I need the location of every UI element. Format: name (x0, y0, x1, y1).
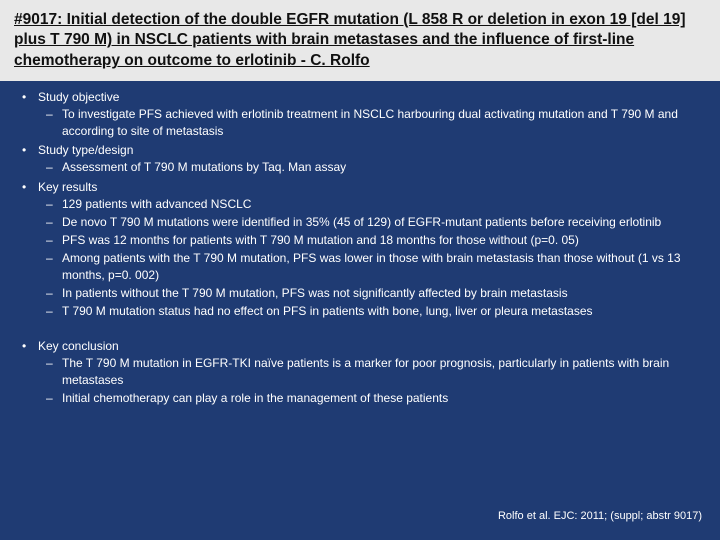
section-heading: Key conclusion (38, 339, 119, 353)
list-item: De novo T 790 M mutations were identifie… (38, 214, 702, 231)
bullet-list-conclusion: Key conclusion The T 790 M mutation in E… (18, 338, 702, 407)
section-heading: Study type/design (38, 143, 133, 157)
citation: Rolfo et al. EJC: 2011; (suppl; abstr 90… (498, 510, 702, 522)
slide-body: Study objective To investigate PFS achie… (0, 81, 720, 407)
list-item: 129 patients with advanced NSCLC (38, 196, 702, 213)
section-design: Study type/design Assessment of T 790 M … (18, 142, 702, 176)
list-item: Initial chemotherapy can play a role in … (38, 390, 702, 407)
list-item: In patients without the T 790 M mutation… (38, 285, 702, 302)
section-objective: Study objective To investigate PFS achie… (18, 89, 702, 140)
list-item: The T 790 M mutation in EGFR-TKI naïve p… (38, 355, 702, 389)
conclusion-items: The T 790 M mutation in EGFR-TKI naïve p… (38, 355, 702, 407)
section-results: Key results 129 patients with advanced N… (18, 179, 702, 320)
bullet-list-top: Study objective To investigate PFS achie… (18, 89, 702, 319)
design-items: Assessment of T 790 M mutations by Taq. … (38, 159, 702, 176)
section-heading: Key results (38, 180, 97, 194)
section-heading: Study objective (38, 90, 119, 104)
list-item: Among patients with the T 790 M mutation… (38, 250, 702, 284)
list-item: To investigate PFS achieved with erlotin… (38, 106, 702, 140)
list-item: T 790 M mutation status had no effect on… (38, 303, 702, 320)
results-items: 129 patients with advanced NSCLC De novo… (38, 196, 702, 320)
slide-title: #9017: Initial detection of the double E… (0, 0, 720, 81)
spacer (18, 322, 702, 338)
list-item: PFS was 12 months for patients with T 79… (38, 232, 702, 249)
objective-items: To investigate PFS achieved with erlotin… (38, 106, 702, 140)
slide-root: #9017: Initial detection of the double E… (0, 0, 720, 540)
section-conclusion: Key conclusion The T 790 M mutation in E… (18, 338, 702, 407)
list-item: Assessment of T 790 M mutations by Taq. … (38, 159, 702, 176)
